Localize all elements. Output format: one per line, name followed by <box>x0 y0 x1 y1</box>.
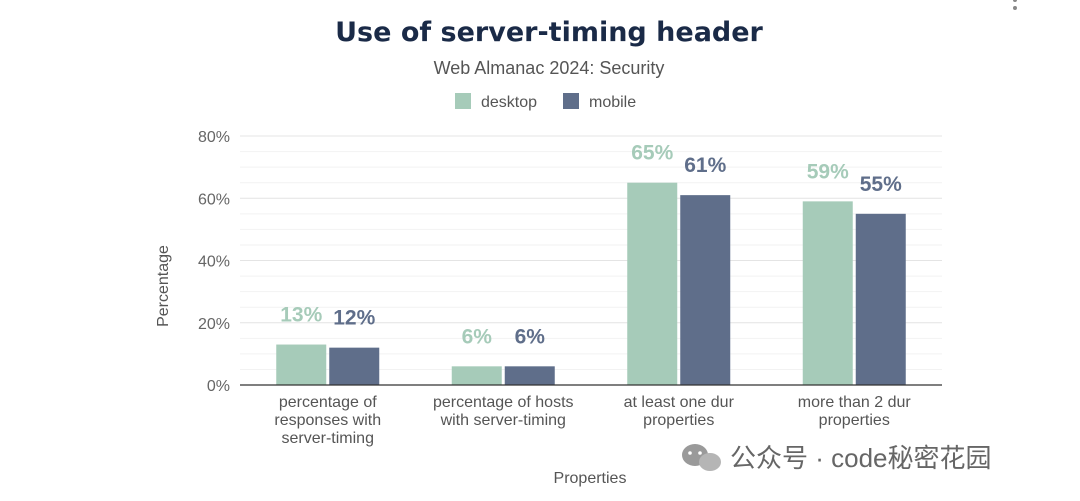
x-axis: percentage of responses with server-timing… <box>240 384 942 447</box>
bar-desktop <box>802 201 853 385</box>
data-label-desktop: 65% <box>631 142 673 165</box>
y-tick-label: 60% <box>198 191 230 208</box>
y-axis: 0% 20% 40% 60% 80% <box>198 129 230 395</box>
watermark-text: 公众号 · code秘密花园 <box>730 443 992 473</box>
bar-desktop <box>451 366 502 385</box>
y-tick-label: 20% <box>198 316 230 333</box>
legend-swatch-desktop <box>455 93 471 109</box>
bars: 13% 12% 6% 6% 65% 61% 59% 55% <box>276 142 906 385</box>
data-label-mobile: 55% <box>860 173 902 196</box>
bar-mobile <box>504 366 555 385</box>
x-category-label: percentage of hosts with server-timing <box>433 394 574 429</box>
wechat-icon <box>682 444 721 471</box>
y-tick-label: 40% <box>198 254 230 271</box>
legend-label-desktop: desktop <box>481 94 537 111</box>
x-category-label: at least one dur properties <box>624 394 735 429</box>
more-options-icon[interactable] <box>1013 0 1017 10</box>
bar-desktop <box>276 344 327 385</box>
watermark: 公众号 · code秘密花园 <box>682 443 992 473</box>
x-category-label: more than 2 dur properties <box>798 394 912 429</box>
data-label-mobile: 61% <box>684 154 726 177</box>
bar-mobile <box>855 213 906 385</box>
data-label-mobile: 6% <box>515 325 546 348</box>
bar-mobile <box>329 347 380 385</box>
y-axis-title: Percentage <box>155 245 172 327</box>
legend-label-mobile: mobile <box>589 94 636 111</box>
legend-swatch-mobile <box>563 93 579 109</box>
chart-title: Use of server-timing header <box>335 17 763 48</box>
grid <box>240 135 942 386</box>
data-label-mobile: 12% <box>333 307 375 330</box>
y-tick-label: 0% <box>207 378 230 395</box>
chart-subtitle: Web Almanac 2024: Security <box>434 58 665 78</box>
y-tick-label: 80% <box>198 129 230 146</box>
data-label-desktop: 6% <box>462 325 493 348</box>
data-label-desktop: 13% <box>280 304 322 327</box>
legend: desktop mobile <box>455 93 636 111</box>
x-category-label: percentage of responses with server-timing <box>274 394 381 447</box>
x-axis-title: Properties <box>554 470 627 487</box>
data-label-desktop: 59% <box>807 160 849 183</box>
bar-desktop <box>627 182 678 385</box>
bar-mobile <box>680 195 731 385</box>
